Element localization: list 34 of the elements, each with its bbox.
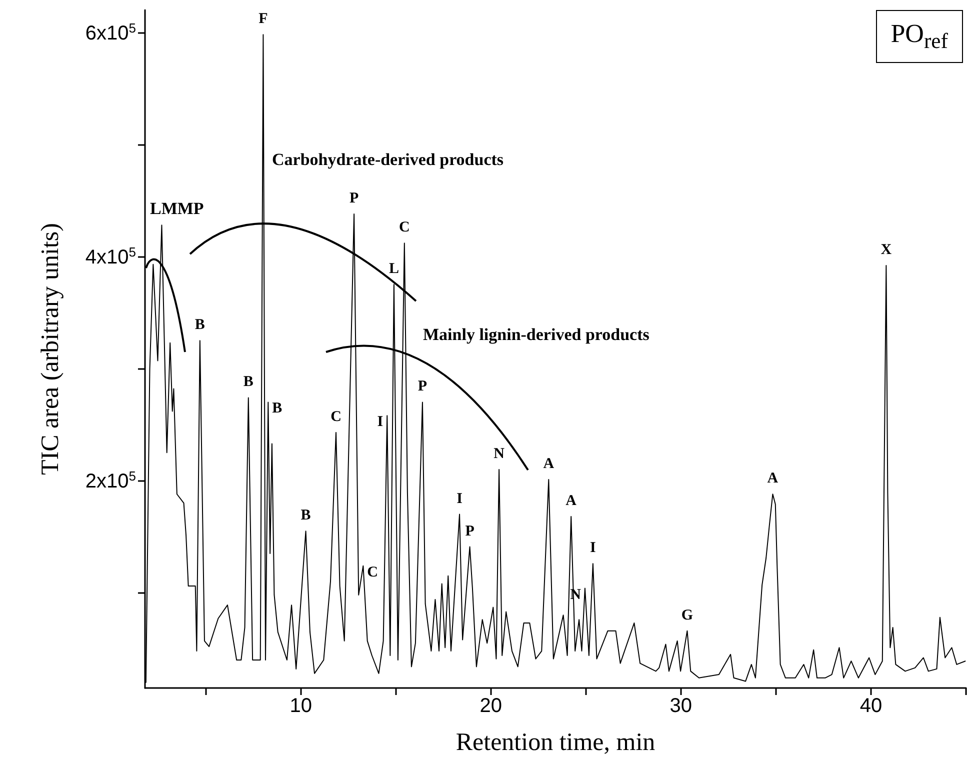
y-tick-label: 2x10$^{5}$ (85, 468, 136, 493)
y-tick-label: 6x10$^{5}$ (85, 20, 136, 44)
annotation: F (258, 11, 268, 28)
annotation: Carbohydrate-derived products (272, 150, 504, 169)
annotation: I (590, 540, 596, 556)
annotation: N (494, 446, 505, 462)
annotation: B (272, 400, 282, 417)
x-tick-label: 30 (670, 695, 692, 717)
annotation: C (398, 220, 410, 236)
x-tick-label: 10 (290, 695, 312, 717)
x-tick-label: 40 (860, 695, 882, 717)
annotation: X (880, 242, 892, 258)
annotation: PO$_{ref}$ (876, 10, 963, 64)
annotation: A (767, 470, 778, 487)
annotation: B (243, 374, 254, 390)
annotation: C (330, 408, 342, 425)
annotation: I (377, 414, 384, 430)
y-tick-label: 4x10$^{5}$ (85, 244, 136, 269)
annotation: P (349, 190, 359, 206)
annotation: B (194, 317, 205, 334)
y-axis-title: TIC area (arbitrary units) (37, 223, 64, 475)
annotation: C (367, 564, 378, 580)
annotation: A (543, 456, 554, 472)
annotation: I (456, 490, 463, 507)
annotation: G (681, 607, 694, 624)
annotation: P (465, 523, 474, 540)
annotation: L (388, 261, 399, 278)
annotation: A (566, 493, 577, 510)
annotation: Mainly lignin-derived products (423, 325, 650, 344)
annotation: LMMP (150, 199, 204, 218)
annotation: P (418, 378, 428, 395)
x-tick-label: 20 (480, 695, 502, 717)
x-axis-title: Retention time, min (456, 729, 656, 756)
annotation: B (300, 508, 311, 524)
